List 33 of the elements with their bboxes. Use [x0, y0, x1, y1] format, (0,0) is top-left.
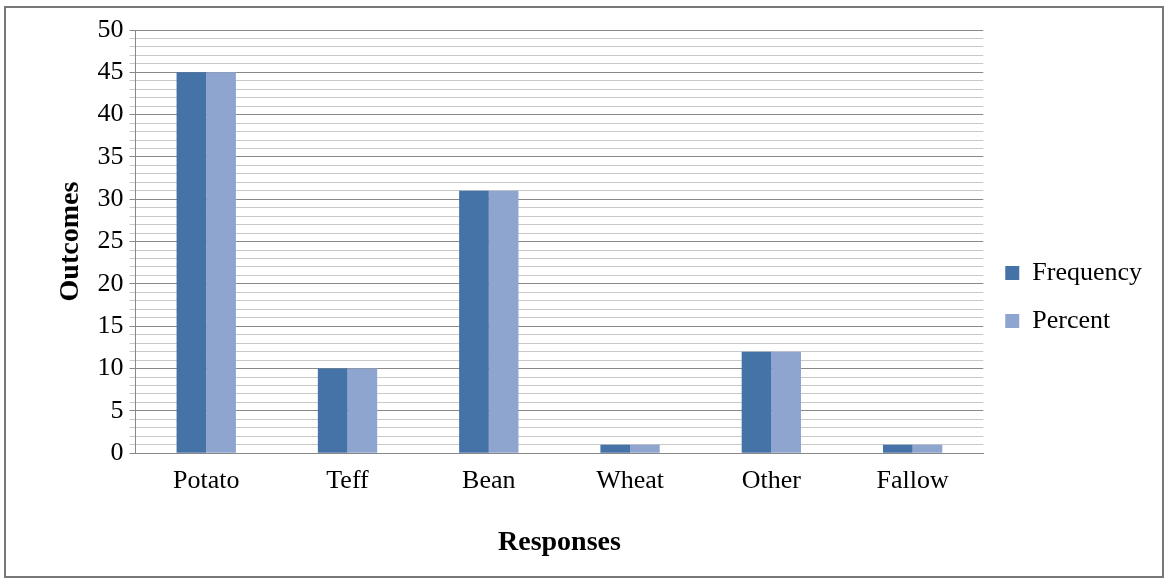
x-tick-label: Wheat	[596, 464, 665, 494]
bar	[488, 190, 519, 453]
y-tick-label: 35	[97, 140, 124, 170]
y-tick-label: 15	[97, 310, 124, 340]
y-axis-title: Outcomes	[53, 181, 85, 302]
x-tick-label: Bean	[462, 464, 516, 494]
x-tick-label: Other	[741, 464, 802, 494]
bar	[347, 368, 378, 453]
bar	[771, 351, 802, 453]
bar	[206, 72, 236, 453]
bar	[600, 444, 631, 453]
bar	[912, 444, 943, 453]
y-tick-label: 10	[97, 352, 124, 382]
y-tick-label: 45	[97, 56, 124, 86]
x-axis-title: Responses	[497, 525, 621, 557]
x-tick-label: Potato	[173, 464, 240, 494]
legend-label: Percent	[1032, 304, 1111, 334]
y-tick-label: 25	[97, 225, 124, 255]
y-tick-label: 5	[110, 394, 124, 424]
y-tick-label: 0	[110, 437, 124, 467]
x-tick-label: Teff	[326, 464, 370, 494]
y-tick-label: 30	[97, 183, 124, 213]
x-tick-label: Fallow	[876, 464, 949, 494]
bar	[630, 444, 660, 453]
y-tick-label: 50	[97, 13, 124, 43]
bar	[176, 72, 207, 453]
bar	[317, 368, 348, 453]
bar	[741, 351, 772, 453]
bar	[882, 444, 913, 453]
bar	[459, 190, 489, 453]
y-tick-label: 20	[97, 267, 124, 297]
y-tick-label: 40	[97, 98, 124, 128]
legend-label: Frequency	[1032, 256, 1143, 286]
